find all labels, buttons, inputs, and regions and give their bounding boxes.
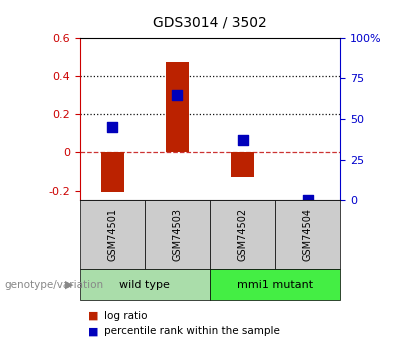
Text: GSM74504: GSM74504 [303,208,312,261]
Text: GDS3014 / 3502: GDS3014 / 3502 [153,16,267,30]
Text: GSM74501: GSM74501 [108,208,117,261]
Text: genotype/variation: genotype/variation [4,280,103,289]
Text: percentile rank within the sample: percentile rank within the sample [104,326,280,336]
Bar [101,152,124,193]
Bar [231,152,254,177]
Bar [166,62,189,152]
Text: mmi1 mutant: mmi1 mutant [237,280,313,289]
Point [239,137,246,143]
Text: ▶: ▶ [65,280,73,289]
Text: GSM74503: GSM74503 [173,208,182,261]
Text: ■: ■ [88,311,99,321]
Point [109,124,116,130]
Text: log ratio: log ratio [104,311,148,321]
Text: wild type: wild type [119,280,171,289]
Point [174,92,181,97]
Point [304,197,311,203]
Text: ■: ■ [88,326,99,336]
Text: GSM74502: GSM74502 [238,208,247,261]
